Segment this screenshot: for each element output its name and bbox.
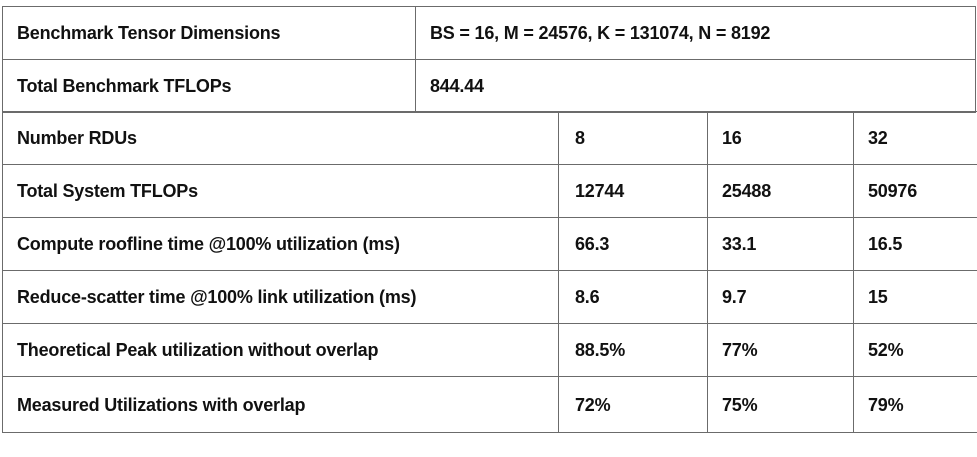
tflops-value: 844.44 [415, 59, 976, 113]
cell-value: 66.3 [558, 217, 708, 271]
table-row: Benchmark Tensor Dimensions BS = 16, M =… [2, 6, 976, 60]
cell-value: 52% [853, 323, 977, 377]
table-row: Total System TFLOPs 12744 25488 50976 [2, 164, 977, 218]
cell-value: 75% [707, 376, 854, 433]
row-label: Reduce-scatter time @100% link utilizati… [2, 270, 559, 324]
tflops-label: Total Benchmark TFLOPs [2, 59, 416, 113]
table-row: Compute roofline time @100% utilization … [2, 217, 977, 271]
cell-value: 16.5 [853, 217, 977, 271]
cell-value: 77% [707, 323, 854, 377]
header-row: Number RDUs 8 16 32 [2, 111, 977, 165]
cell-value: 72% [558, 376, 708, 433]
header-label: Number RDUs [2, 111, 559, 165]
cell-value: 9.7 [707, 270, 854, 324]
table-row: Reduce-scatter time @100% link utilizati… [2, 270, 977, 324]
dims-label: Benchmark Tensor Dimensions [2, 6, 416, 60]
dims-value: BS = 16, M = 24576, K = 131074, N = 8192 [415, 6, 976, 60]
row-label: Theoretical Peak utilization without ove… [2, 323, 559, 377]
table-row: Measured Utilizations with overlap 72% 7… [2, 376, 977, 433]
cell-value: 8.6 [558, 270, 708, 324]
row-label: Measured Utilizations with overlap [2, 376, 559, 433]
cell-value: 12744 [558, 164, 708, 218]
cell-value: 25488 [707, 164, 854, 218]
table-row: Total Benchmark TFLOPs 844.44 [2, 59, 976, 113]
cell-value: 50976 [853, 164, 977, 218]
results-table: Number RDUs 8 16 32 Total System TFLOPs … [2, 111, 977, 433]
column-header-8: 8 [558, 111, 708, 165]
column-header-16: 16 [707, 111, 854, 165]
column-header-32: 32 [853, 111, 977, 165]
cell-value: 88.5% [558, 323, 708, 377]
row-label: Total System TFLOPs [2, 164, 559, 218]
summary-table: Benchmark Tensor Dimensions BS = 16, M =… [2, 6, 976, 113]
table-row: Theoretical Peak utilization without ove… [2, 323, 977, 377]
cell-value: 15 [853, 270, 977, 324]
row-label: Compute roofline time @100% utilization … [2, 217, 559, 271]
cell-value: 79% [853, 376, 977, 433]
cell-value: 33.1 [707, 217, 854, 271]
